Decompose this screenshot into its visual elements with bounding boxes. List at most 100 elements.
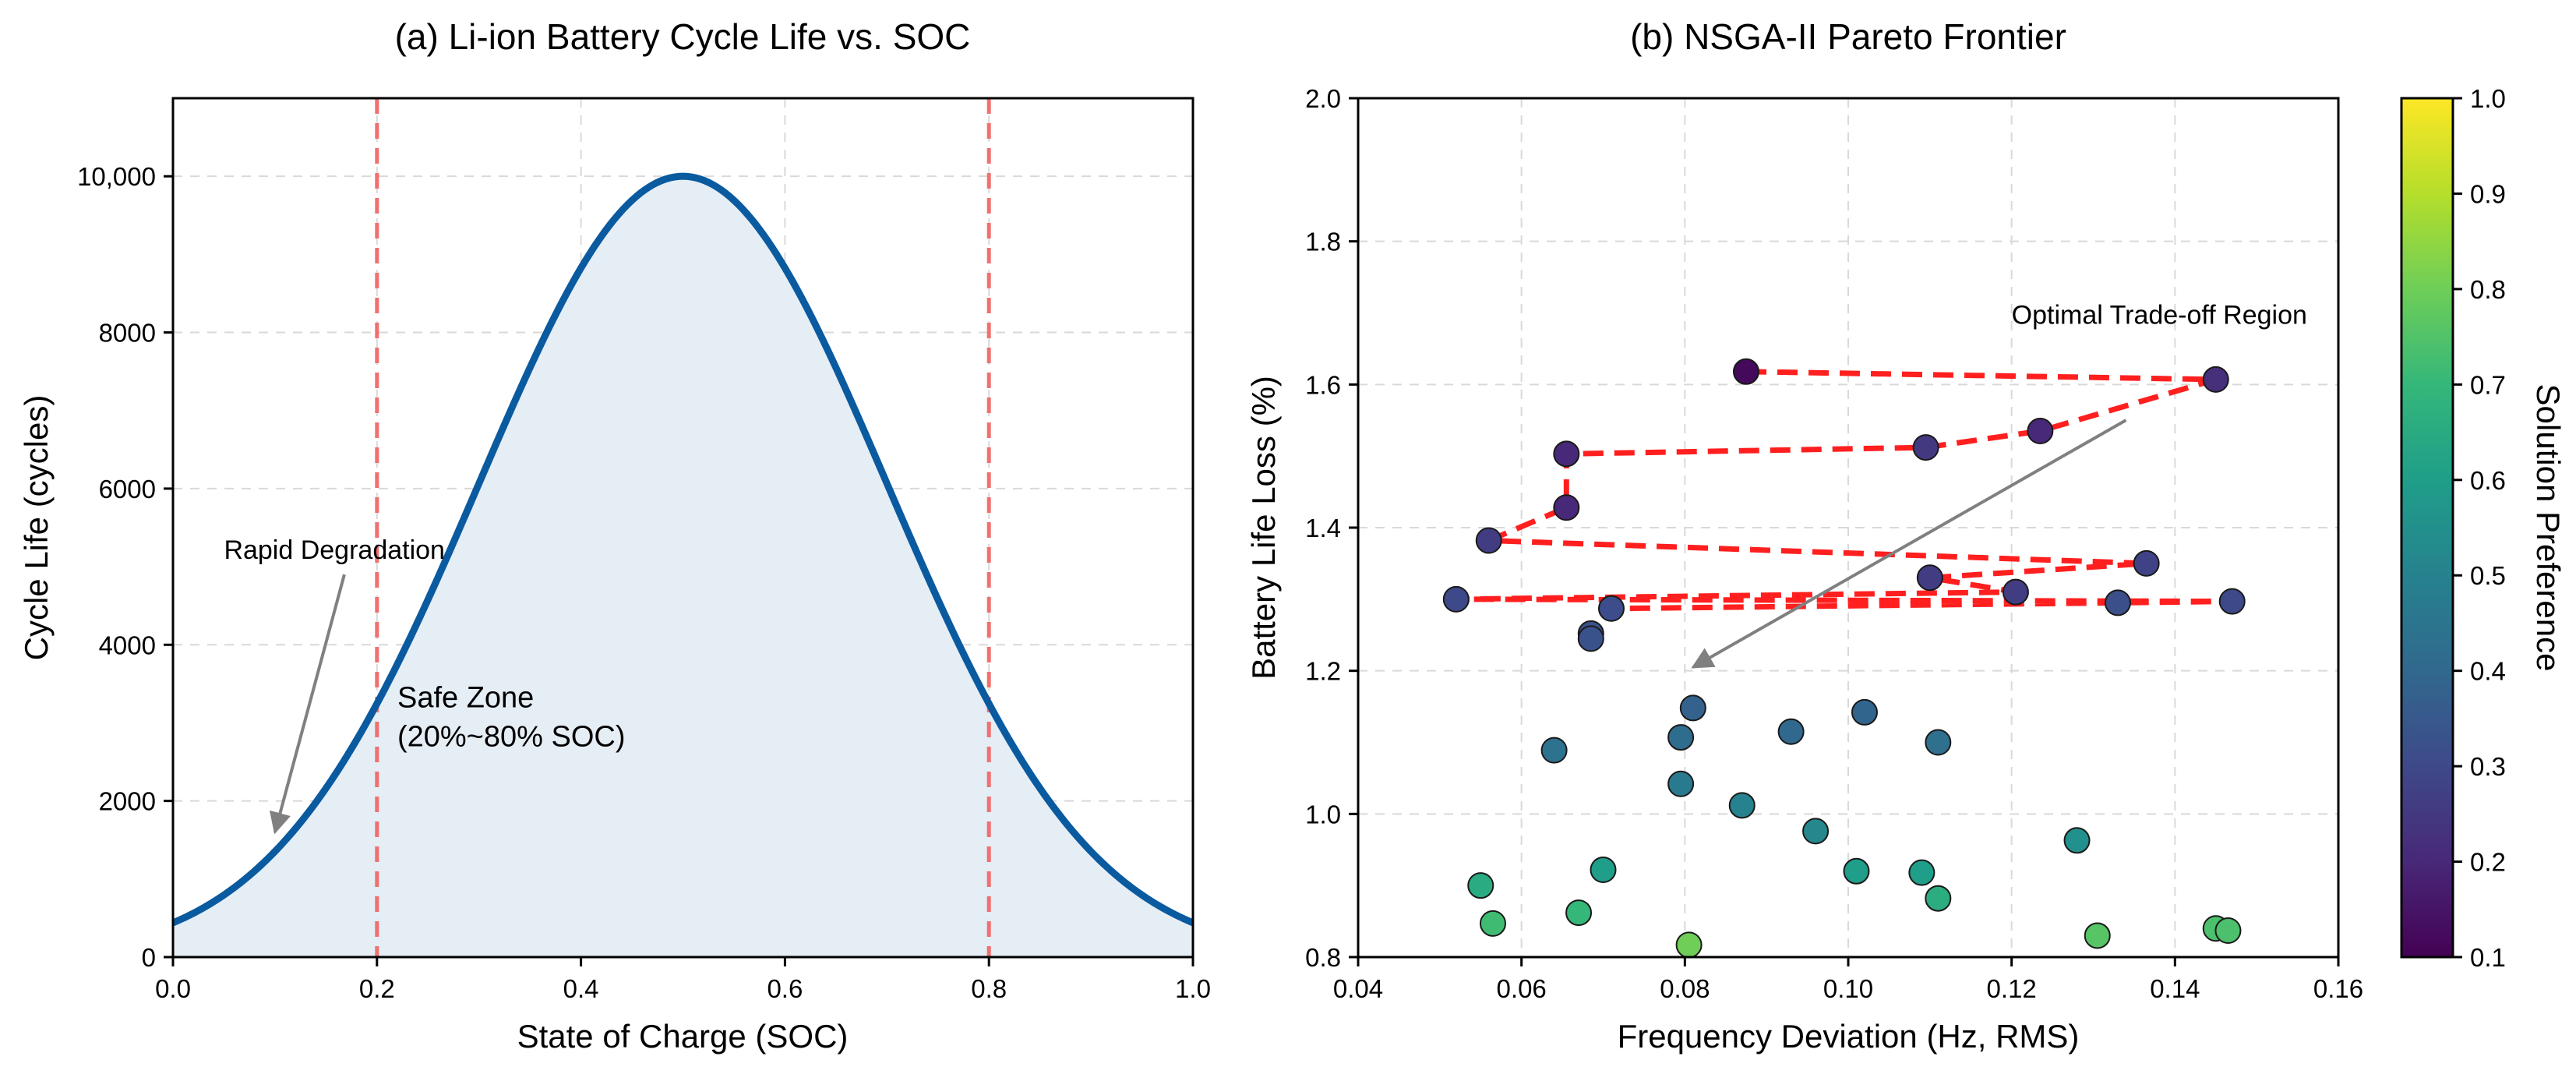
pareto-point — [1565, 899, 1593, 927]
pareto-point — [1732, 358, 1759, 385]
panel-b-y-tick-label: 1.6 — [1305, 370, 1341, 399]
pareto-point — [1475, 527, 1502, 554]
pareto-point — [2027, 418, 2054, 445]
pareto-point — [1925, 729, 1952, 756]
panel-a-x-tick-label: 0.8 — [971, 974, 1007, 1003]
pareto-point — [2104, 589, 2131, 616]
cycle-life-area-fill — [173, 176, 1193, 957]
colorbar-tick-label: 1.0 — [2470, 84, 2506, 113]
panel-b-title: (b) NSGA-II Pareto Frontier — [1630, 16, 2066, 57]
colorbar-tick-label: 0.8 — [2470, 275, 2506, 304]
panel-a-y-ticks: 0 2000 4000 6000 8000 10,000 — [77, 162, 173, 972]
colorbar-tick-label: 0.1 — [2470, 943, 2506, 972]
pareto-solution-points — [1442, 358, 2246, 959]
panel-a-y-tick-label: 4000 — [99, 631, 156, 659]
pareto-point — [1442, 585, 1470, 613]
panel-a-x-tick-label: 0.0 — [155, 974, 191, 1003]
pareto-point — [1843, 857, 1870, 885]
rapid-degradation-annotation: Rapid Degradation — [224, 535, 445, 565]
colorbar-tick-label: 0.7 — [2470, 370, 2506, 399]
panel-a-x-label: State of Charge (SOC) — [517, 1018, 849, 1055]
colorbar-gradient — [2400, 97, 2454, 959]
safe-zone-range-label: (20%~80% SOC) — [397, 720, 626, 753]
panel-b-y-tick-label: 2.0 — [1305, 84, 1341, 113]
pareto-point — [2214, 917, 2242, 945]
panel-b-y-tick-label: 1.8 — [1305, 228, 1341, 256]
pareto-point — [2084, 922, 2111, 949]
pareto-point — [1479, 910, 1506, 937]
colorbar-tick-label: 0.9 — [2470, 179, 2506, 208]
pareto-point — [1925, 885, 1952, 912]
colorbar-tick-label: 0.2 — [2470, 848, 2506, 877]
pareto-point — [1553, 494, 1580, 521]
pareto-point — [2218, 588, 2246, 615]
pareto-point — [1577, 625, 1604, 652]
pareto-point — [1667, 770, 1695, 797]
panel-a-title: (a) Li-ion Battery Cycle Life vs. SOC — [395, 16, 971, 57]
panel-a-x-ticks: 0.0 0.2 0.4 0.6 0.8 1.0 — [155, 957, 1211, 1003]
panel-a-x-tick-label: 0.6 — [767, 974, 803, 1003]
pareto-point — [1667, 724, 1695, 751]
panel-a-frame — [171, 97, 1194, 959]
panel-b-y-tick-label: 1.2 — [1305, 657, 1341, 686]
pareto-point — [1467, 872, 1494, 899]
pareto-frontier-line — [1456, 369, 2232, 636]
soc-limit-lines — [375, 98, 991, 957]
colorbar-tick-label: 0.6 — [2470, 466, 2506, 495]
panel-b-x-tick-label: 0.16 — [2313, 974, 2363, 1003]
panel-b-x-tick-label: 0.08 — [1660, 974, 1710, 1003]
colorbar-tick-label: 0.4 — [2470, 657, 2506, 686]
pareto-point — [1802, 818, 1830, 845]
panel-b-y-tick-label: 0.8 — [1305, 943, 1341, 972]
colorbar-tick-label: 0.3 — [2470, 752, 2506, 781]
panel-a-x-tick-label: 0.2 — [359, 974, 395, 1003]
colorbar-label: Solution Preference — [2530, 384, 2567, 672]
panel-b-grid — [1357, 97, 2339, 958]
pareto-point — [2002, 578, 2029, 606]
pareto-point — [1912, 434, 1939, 461]
panel-b-x-tick-label: 0.10 — [1823, 974, 1873, 1003]
panel-b-x-label: Frequency Deviation (Hz, RMS) — [1618, 1018, 2080, 1055]
pareto-point — [1916, 564, 1943, 592]
pareto-point — [2063, 827, 2091, 854]
panel-a-y-label: Cycle Life (cycles) — [18, 395, 55, 661]
optimal-tradeoff-annotation: Optimal Trade-off Region — [2012, 301, 2307, 330]
safe-zone-label: Safe Zone — [397, 681, 534, 714]
pareto-point — [1597, 595, 1625, 622]
pareto-point — [1851, 698, 1878, 726]
pareto-point — [1777, 718, 1805, 745]
panel-b-y-label: Battery Life Loss (%) — [1245, 376, 1282, 680]
pareto-point — [1540, 737, 1568, 764]
pareto-point — [1908, 859, 1936, 886]
panel-b-y-ticks: 0.8 1.0 1.2 1.4 1.6 1.8 2.0 — [1305, 84, 1358, 972]
cycle-life-curve — [171, 172, 1194, 927]
pareto-point — [1590, 856, 1617, 883]
pareto-point — [1728, 792, 1756, 819]
panel-b: (b) NSGA-II Pareto Frontier Optimal Trad… — [1245, 16, 2567, 1055]
panel-a: (a) Li-ion Battery Cycle Life vs. SOC 0.… — [18, 16, 1211, 1055]
pareto-point — [1675, 931, 1703, 959]
pareto-point — [2202, 366, 2229, 393]
pareto-point — [2133, 549, 2160, 577]
optimal-tradeoff-arrow — [1691, 419, 2127, 669]
colorbar: 0.1 0.2 0.3 0.4 0.5 0.6 0.7 0.8 0.9 1.0 Solution … — [2400, 84, 2567, 972]
panel-a-y-tick-label: 0 — [142, 943, 156, 972]
panel-b-y-tick-label: 1.0 — [1305, 800, 1341, 828]
panel-a-y-tick-label: 8000 — [99, 319, 156, 348]
panel-b-x-tick-label: 0.04 — [1333, 974, 1383, 1003]
panel-b-x-ticks: 0.04 0.06 0.08 0.10 0.12 0.14 0.16 — [1333, 957, 2363, 1003]
pareto-point — [1553, 440, 1580, 468]
panel-a-y-tick-label: 2000 — [99, 787, 156, 816]
panel-b-x-tick-label: 0.12 — [1987, 974, 2037, 1003]
panel-b-x-tick-label: 0.06 — [1497, 974, 1547, 1003]
panel-a-y-tick-label: 10,000 — [77, 162, 156, 191]
panel-a-y-tick-label: 6000 — [99, 475, 156, 503]
colorbar-tick-label: 0.5 — [2470, 561, 2506, 590]
panel-b-x-tick-label: 0.14 — [2150, 974, 2200, 1003]
panel-b-y-tick-label: 1.4 — [1305, 514, 1341, 542]
pareto-point — [1679, 694, 1706, 722]
colorbar-ticks: 0.1 0.2 0.3 0.4 0.5 0.6 0.7 0.8 0.9 1.0 — [2453, 84, 2506, 972]
rapid-degradation-arrow — [269, 574, 346, 835]
panel-a-x-tick-label: 0.4 — [563, 974, 599, 1003]
